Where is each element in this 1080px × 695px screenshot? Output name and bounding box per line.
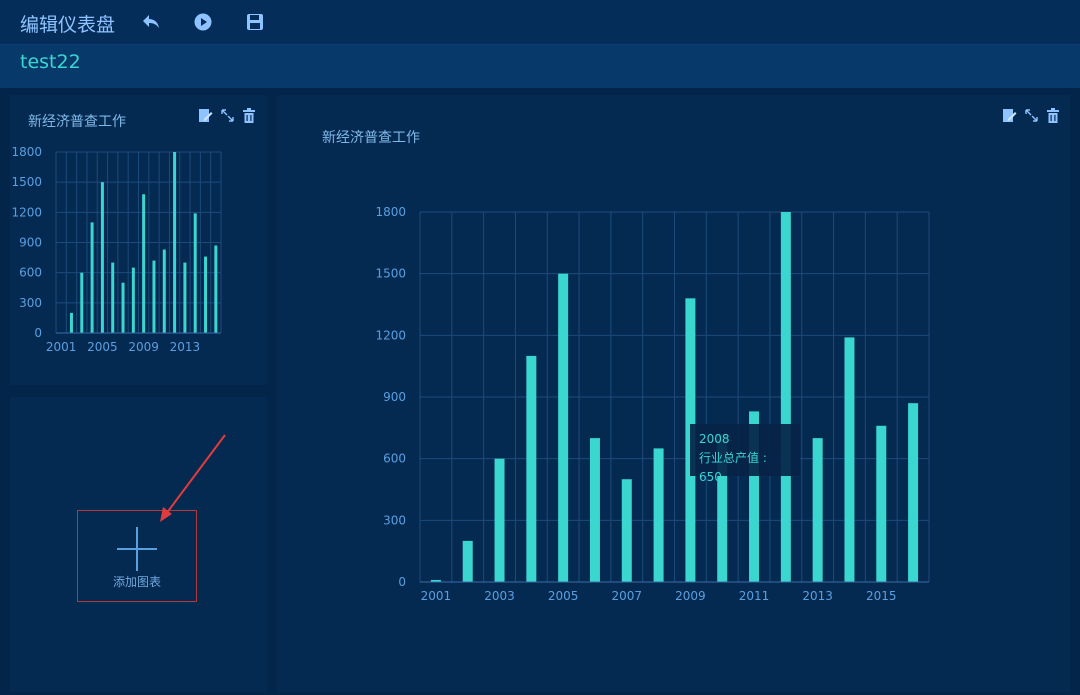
bar	[462, 540, 473, 582]
undo-icon[interactable]	[140, 11, 162, 33]
y-tick-label: 1800	[375, 205, 406, 219]
bar	[589, 438, 600, 582]
tooltip-year: 2008	[699, 432, 730, 446]
bar	[162, 249, 166, 333]
annotation-arrow	[160, 434, 226, 522]
y-tick-label: 1500	[11, 175, 42, 189]
bar	[173, 152, 177, 333]
bar	[193, 213, 197, 333]
y-tick-label: 0	[34, 326, 42, 340]
bar	[121, 282, 125, 333]
chart-tooltip: 2008 行业总产值 : 650	[690, 424, 800, 484]
y-tick-label: 1200	[375, 328, 406, 342]
x-tick-label: 2005	[548, 589, 579, 603]
bar	[876, 425, 887, 582]
bar	[131, 267, 135, 333]
dashboard-name[interactable]: test22	[20, 51, 81, 73]
y-tick-label: 1200	[11, 205, 42, 219]
dashboard-name-bar: test22	[0, 45, 1080, 88]
small-chart-title: 新经济普查工作	[28, 114, 126, 130]
x-tick-label: 2001	[421, 589, 452, 603]
bar	[717, 434, 728, 582]
x-tick-label: 2005	[87, 340, 118, 354]
x-tick-label: 2015	[866, 589, 897, 603]
bar	[558, 273, 569, 582]
y-tick-label: 1500	[375, 267, 406, 281]
add-chart-button[interactable]: 添加图表	[77, 510, 197, 602]
bar	[204, 256, 208, 333]
x-tick-label: 2009	[128, 340, 159, 354]
main-chart-panel[interactable]: 新经济普查工作 0 300 600 900 1200 1500 1800 2001 2003 20…	[277, 95, 1070, 692]
save-icon[interactable]	[244, 11, 266, 33]
y-tick-label: 1800	[11, 145, 42, 159]
y-tick-label: 300	[383, 513, 406, 527]
main-chart-title: 新经济普查工作	[322, 130, 420, 146]
add-chart-label: 添加图表	[112, 575, 161, 589]
expand-icon[interactable]	[1023, 107, 1039, 123]
app-title: 编辑仪表盘	[20, 14, 116, 36]
bar	[80, 272, 84, 333]
bar	[844, 337, 855, 582]
y-tick-label: 900	[19, 236, 42, 250]
bar	[653, 448, 664, 582]
edit-icon[interactable]	[1001, 107, 1017, 123]
bar	[812, 438, 823, 582]
x-tick-label: 2003	[484, 589, 515, 603]
top-bar: 编辑仪表盘	[0, 0, 1080, 45]
x-tick-label: 2001	[46, 340, 77, 354]
bar	[69, 312, 73, 333]
small-chart-panel[interactable]: 新经济普查工作 0 300 600 900 1200 1500 1800 2001 2005 20…	[10, 95, 267, 385]
main-bar-chart: 0 300 600 900 1200 1500 1800 2001 2003 2005 2007 20…	[375, 205, 930, 603]
y-tick-label: 0	[398, 575, 406, 589]
bar	[526, 355, 537, 582]
plus-icon	[117, 527, 157, 571]
bar	[494, 458, 505, 582]
x-tick-label: 2009	[675, 589, 706, 603]
bar	[111, 262, 115, 333]
delete-icon[interactable]	[1045, 107, 1061, 123]
small-chart-tools	[197, 107, 257, 123]
edit-icon[interactable]	[197, 107, 213, 123]
play-icon[interactable]	[192, 11, 214, 33]
bar	[214, 245, 218, 333]
bar	[780, 212, 791, 582]
add-chart-panel: 添加图表	[10, 397, 267, 692]
y-tick-label: 600	[383, 452, 406, 466]
bar	[183, 262, 187, 333]
delete-icon[interactable]	[241, 107, 257, 123]
bar	[100, 182, 104, 333]
bar	[621, 479, 632, 582]
small-bar-chart: 0 300 600 900 1200 1500 1800 2001 2005 2009 2013	[11, 145, 222, 354]
x-tick-label: 2007	[612, 589, 643, 603]
y-tick-label: 300	[19, 296, 42, 310]
x-tick-label: 2013	[170, 340, 201, 354]
x-tick-label: 2011	[739, 589, 770, 603]
y-tick-label: 900	[383, 390, 406, 404]
bar	[908, 403, 919, 582]
expand-icon[interactable]	[219, 107, 235, 123]
bar	[152, 260, 156, 333]
bar	[142, 194, 146, 333]
bar	[749, 411, 760, 582]
bar	[430, 579, 441, 582]
main-chart-tools	[1001, 107, 1061, 123]
bar	[90, 222, 94, 333]
y-tick-label: 600	[19, 266, 42, 280]
x-tick-label: 2013	[802, 589, 833, 603]
tooltip-value: 行业总产值 : 650	[699, 451, 767, 484]
